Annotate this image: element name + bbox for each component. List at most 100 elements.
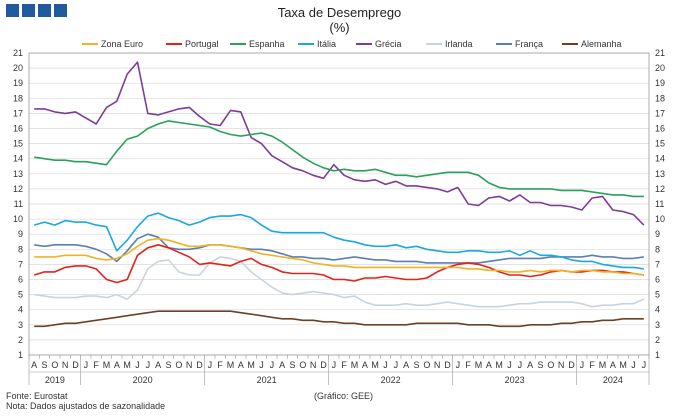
x-month-label-19: M bbox=[227, 360, 235, 370]
x-month-label-24: A bbox=[279, 360, 285, 370]
x-month-label-13: S bbox=[165, 360, 171, 370]
y-tick-right-20: 20 bbox=[655, 63, 665, 73]
x-month-label-1: S bbox=[41, 360, 47, 370]
x-month-label-50: O bbox=[547, 360, 554, 370]
x-month-label-57: M bbox=[619, 360, 627, 370]
y-tick-right-11: 11 bbox=[655, 199, 664, 209]
y-tick-left-20: 20 bbox=[13, 63, 23, 73]
x-month-label-32: A bbox=[362, 360, 368, 370]
x-month-label-18: F bbox=[217, 360, 223, 370]
y-tick-right-15: 15 bbox=[655, 139, 665, 149]
legend-label-1: Portugal bbox=[185, 39, 219, 49]
x-month-label-12: A bbox=[155, 360, 161, 370]
series-line-3 bbox=[33, 212, 644, 270]
y-tick-right-6: 6 bbox=[655, 275, 660, 285]
x-month-label-44: A bbox=[486, 360, 492, 370]
x-month-label-40: D bbox=[444, 360, 451, 370]
y-tick-right-2: 2 bbox=[655, 335, 660, 345]
y-tick-left-17: 17 bbox=[13, 108, 23, 118]
x-month-label-5: J bbox=[84, 360, 89, 370]
x-month-label-10: J bbox=[135, 360, 140, 370]
x-month-label-56: A bbox=[610, 360, 616, 370]
x-month-label-55: M bbox=[599, 360, 607, 370]
x-month-label-7: M bbox=[103, 360, 111, 370]
logo-square-1 bbox=[6, 4, 19, 17]
y-tick-right-1: 1 bbox=[655, 350, 660, 360]
x-month-label-51: N bbox=[558, 360, 565, 370]
x-month-label-35: J bbox=[394, 360, 399, 370]
year-label-2022: 2022 bbox=[381, 375, 401, 385]
x-month-label-15: N bbox=[186, 360, 193, 370]
legend-label-2: Espanha bbox=[249, 39, 285, 49]
y-tick-right-17: 17 bbox=[655, 108, 665, 118]
y-tick-right-13: 13 bbox=[655, 169, 665, 179]
y-tick-left-19: 19 bbox=[13, 78, 23, 88]
year-label-2019: 2019 bbox=[45, 375, 65, 385]
x-month-label-38: O bbox=[423, 360, 430, 370]
x-month-label-16: D bbox=[196, 360, 203, 370]
y-tick-right-14: 14 bbox=[655, 154, 665, 164]
year-label-2023: 2023 bbox=[505, 375, 525, 385]
y-tick-left-13: 13 bbox=[13, 169, 23, 179]
y-tick-right-12: 12 bbox=[655, 184, 665, 194]
x-month-label-42: F bbox=[465, 360, 471, 370]
x-month-label-21: M bbox=[247, 360, 255, 370]
x-month-label-6: F bbox=[93, 360, 99, 370]
footer-credit: (Gráfico: GEE) bbox=[314, 391, 374, 401]
x-month-label-26: O bbox=[299, 360, 306, 370]
x-month-label-22: J bbox=[259, 360, 264, 370]
y-tick-left-5: 5 bbox=[18, 290, 23, 300]
x-month-label-37: S bbox=[413, 360, 419, 370]
x-month-label-48: A bbox=[527, 360, 533, 370]
y-tick-left-21: 21 bbox=[13, 48, 23, 58]
x-month-label-3: N bbox=[62, 360, 69, 370]
x-month-label-8: A bbox=[114, 360, 120, 370]
y-tick-right-3: 3 bbox=[655, 320, 660, 330]
chart-subtitle: (%) bbox=[329, 20, 350, 35]
series-line-2 bbox=[34, 120, 644, 198]
x-month-label-47: J bbox=[518, 360, 523, 370]
x-month-label-28: D bbox=[320, 360, 327, 370]
x-month-label-2: O bbox=[51, 360, 58, 370]
x-month-label-34: J bbox=[383, 360, 388, 370]
legend-label-0: Zona Euro bbox=[101, 39, 143, 49]
x-month-label-27: N bbox=[310, 360, 317, 370]
y-tick-left-6: 6 bbox=[18, 275, 23, 285]
x-month-label-33: M bbox=[371, 360, 379, 370]
y-tick-left-12: 12 bbox=[13, 184, 23, 194]
institution-logo bbox=[6, 4, 67, 17]
x-month-label-54: F bbox=[589, 360, 595, 370]
series-line-0 bbox=[34, 237, 644, 276]
y-tick-right-21: 21 bbox=[655, 48, 665, 58]
x-month-label-39: N bbox=[434, 360, 441, 370]
y-tick-right-7: 7 bbox=[655, 259, 660, 269]
x-month-label-11: J bbox=[146, 360, 151, 370]
x-month-label-53: J bbox=[580, 360, 585, 370]
y-tick-right-19: 19 bbox=[655, 78, 665, 88]
x-month-label-23: J bbox=[270, 360, 275, 370]
y-tick-left-8: 8 bbox=[18, 244, 23, 254]
logo-square-2 bbox=[22, 4, 35, 17]
y-tick-left-9: 9 bbox=[18, 229, 23, 239]
x-month-label-29: J bbox=[332, 360, 337, 370]
footer-note: Nota: Dados ajustados de sazonalidade bbox=[6, 401, 166, 411]
year-label-2021: 2021 bbox=[257, 375, 277, 385]
x-month-label-36: A bbox=[403, 360, 409, 370]
series-line-7 bbox=[34, 310, 644, 328]
y-tick-left-10: 10 bbox=[13, 214, 23, 224]
series-line-5 bbox=[34, 256, 645, 308]
y-tick-left-2: 2 bbox=[18, 335, 23, 345]
y-tick-right-8: 8 bbox=[655, 244, 660, 254]
x-month-label-20: A bbox=[238, 360, 244, 370]
y-tick-left-3: 3 bbox=[18, 320, 23, 330]
x-month-label-25: S bbox=[289, 360, 295, 370]
legend-label-4: Grécia bbox=[375, 39, 402, 49]
x-month-label-45: M bbox=[495, 360, 503, 370]
x-month-label-43: M bbox=[475, 360, 483, 370]
legend-label-7: Alemanha bbox=[581, 39, 622, 49]
y-tick-right-5: 5 bbox=[655, 290, 660, 300]
year-label-2024: 2024 bbox=[603, 375, 623, 385]
x-month-label-59: J bbox=[642, 360, 647, 370]
y-tick-left-1: 1 bbox=[18, 350, 23, 360]
